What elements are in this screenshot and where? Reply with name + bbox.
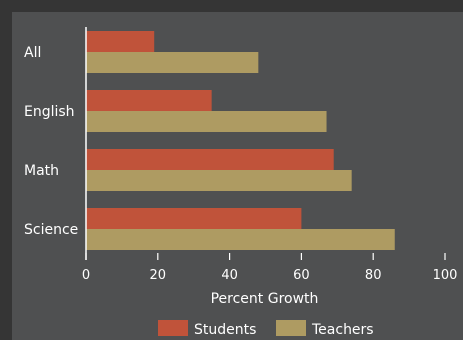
legend: Students Teachers: [158, 320, 374, 338]
bar-students-math: [86, 149, 334, 170]
bar-students-all: [86, 31, 155, 52]
category-labels: All English Math Science: [24, 45, 78, 238]
bar-teachers-all: [86, 52, 259, 73]
bar-teachers-english: [86, 111, 327, 132]
x-tick-label: 20: [150, 268, 167, 283]
bars-group: [86, 31, 395, 250]
bar-students-science: [86, 208, 302, 229]
x-tick-label: 40: [221, 268, 238, 283]
category-label-english: English: [24, 104, 75, 120]
category-label-math: Math: [24, 163, 59, 179]
legend-label-students: Students: [194, 322, 256, 338]
x-axis-title: Percent Growth: [211, 291, 319, 307]
x-tick-label: 0: [82, 268, 90, 283]
category-label-all: All: [24, 45, 41, 61]
legend-swatch-teachers: [276, 320, 306, 336]
bar-teachers-math: [86, 170, 352, 191]
x-tick-label: 100: [433, 268, 458, 283]
bar-students-english: [86, 90, 212, 111]
x-tick-label: 60: [293, 268, 310, 283]
x-axis-ticks: 0 20 40 60 80 100: [82, 253, 458, 283]
category-label-science: Science: [24, 222, 78, 238]
x-tick-label: 80: [365, 268, 382, 283]
legend-swatch-students: [158, 320, 188, 336]
bar-teachers-science: [86, 229, 395, 250]
legend-label-teachers: Teachers: [311, 322, 374, 338]
